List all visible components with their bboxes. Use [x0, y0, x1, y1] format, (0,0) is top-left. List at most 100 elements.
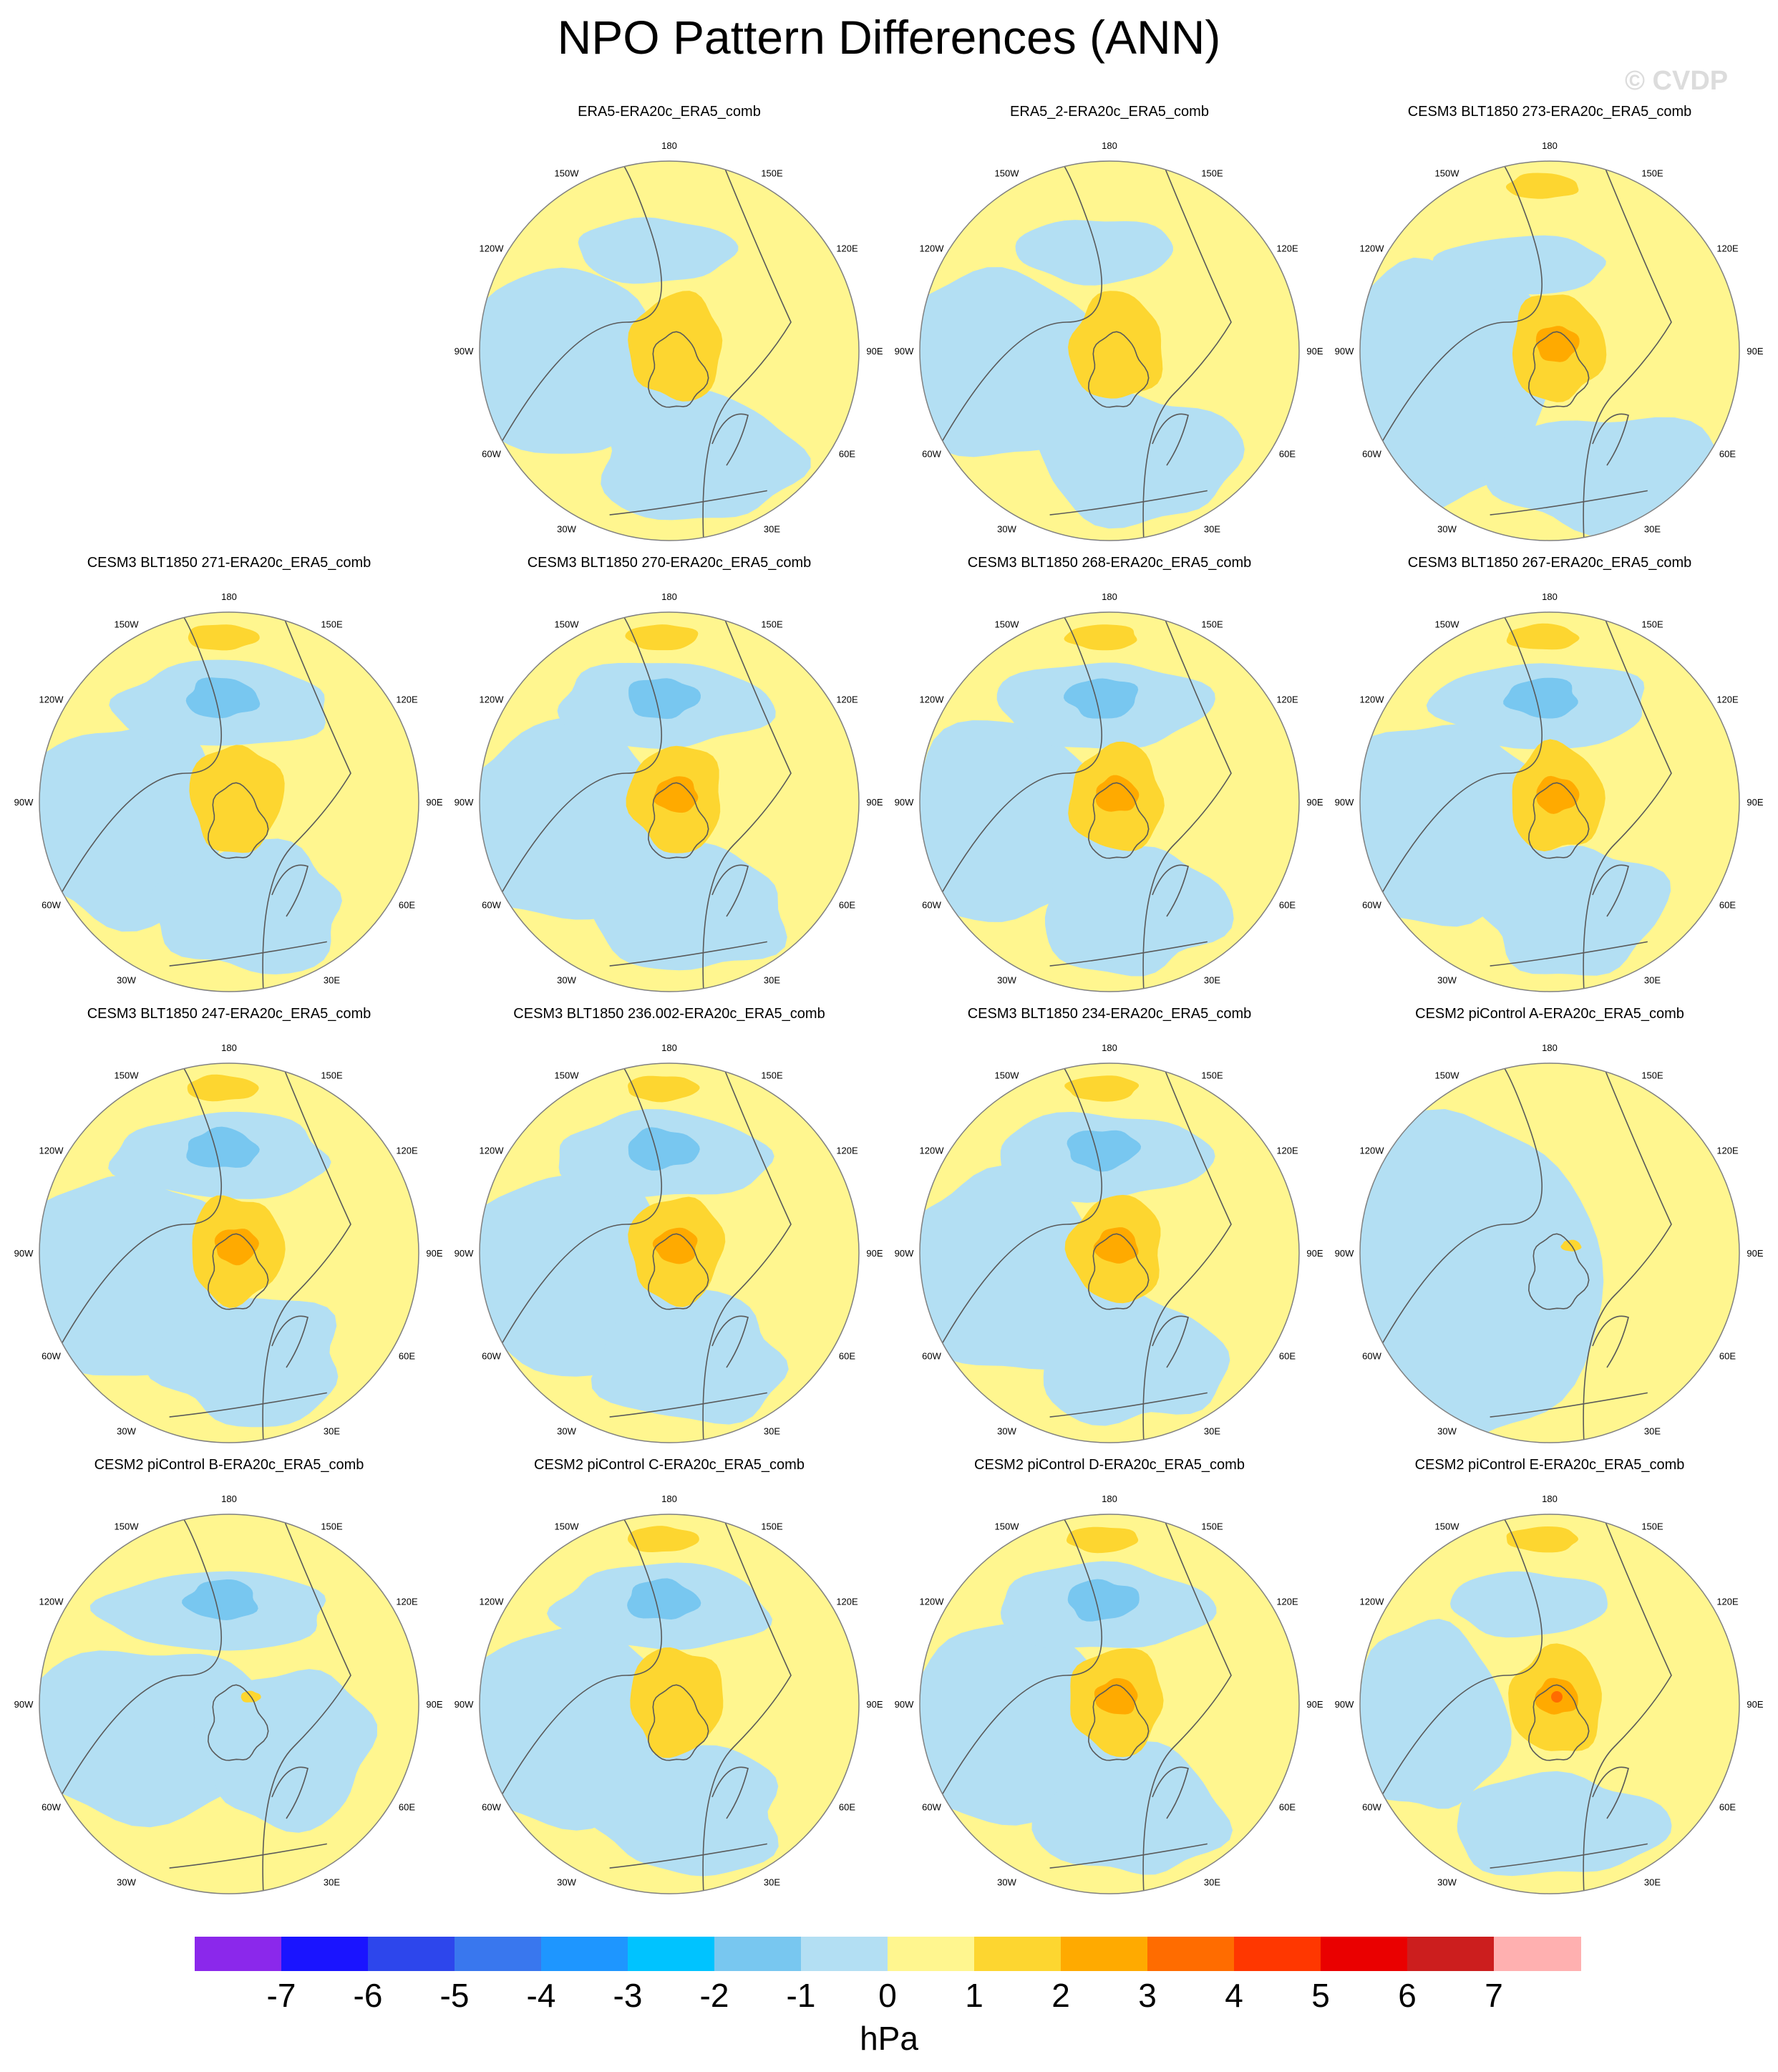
longitude-label: 90W — [455, 1248, 474, 1259]
colorbar-tick-label: -5 — [439, 1977, 470, 2014]
coastline — [702, 161, 792, 541]
arctic-high-core — [214, 1229, 259, 1266]
longitude-label: 120E — [1716, 243, 1739, 254]
coastline — [1490, 490, 1648, 515]
longitude-label: 120E — [1276, 694, 1298, 705]
longitude-label: 60E — [1279, 449, 1296, 460]
colorbar-tick-label: -1 — [786, 1977, 816, 2014]
longitude-label: 180 — [1102, 1494, 1117, 1504]
map-boundary — [479, 1062, 860, 1443]
pacific-high-region — [627, 1526, 699, 1552]
negative-anomaly-region — [480, 1175, 667, 1377]
longitude-label: 90W — [895, 346, 914, 357]
longitude-label: 30E — [1644, 524, 1661, 535]
longitude-label: 150E — [761, 619, 783, 630]
map-boundary — [39, 1514, 419, 1894]
map-panel: CESM2 piControl E-ERA20c_ERA5_comb 180 150… — [1328, 1457, 1772, 1901]
longitude-label: 30W — [557, 1877, 576, 1888]
map-boundary — [479, 160, 860, 541]
map-panel: CESM3 BLT1850 270-ERA20c_ERA5_comb 180 150… — [447, 555, 891, 999]
pacific-high-region — [1506, 623, 1580, 650]
coastline — [1376, 161, 1543, 451]
coastline — [711, 1766, 749, 1819]
colorbar-swatch — [974, 1937, 1062, 1971]
panel-title: CESM3 BLT1850 271-ERA20c_ERA5_comb — [87, 555, 371, 571]
coastline — [271, 1766, 309, 1819]
longitude-label: 30E — [764, 975, 780, 986]
longitude-label: 60W — [42, 1351, 61, 1362]
longitude-label: 180 — [1102, 1042, 1117, 1053]
coastline — [207, 1233, 269, 1310]
longitude-label: 30E — [764, 1877, 780, 1888]
longitude-label: 150W — [555, 1521, 580, 1532]
longitude-label: 30E — [1644, 1426, 1661, 1437]
coastline — [711, 413, 749, 466]
longitude-label: 150E — [1641, 168, 1663, 179]
colorbar-tick-label: -3 — [613, 1977, 643, 2014]
coastline — [496, 612, 662, 902]
polar-map: 180150E120E90E60E30E030W60W90W120W150W — [14, 1494, 443, 1894]
polar-map: 180150E120E90E60E30E030W60W90W120W150W — [895, 140, 1323, 541]
longitude-label: 180 — [221, 1494, 237, 1504]
map-panel: CESM3 BLT1850 234-ERA20c_ERA5_comb 180 150… — [888, 1006, 1331, 1450]
negative-anomaly-region — [592, 840, 787, 971]
coastline — [936, 1514, 1102, 1804]
longitude-label: 120W — [480, 1597, 505, 1607]
arctic-high-peak — [1551, 1691, 1563, 1703]
arctic-high-region — [1068, 291, 1163, 399]
map-panel: CESM3 BLT1850 268-ERA20c_ERA5_comb 180 150… — [888, 555, 1331, 999]
coastline — [1087, 1233, 1150, 1310]
longitude-label: 180 — [661, 591, 677, 602]
panel-title: CESM3 BLT1850 234-ERA20c_ERA5_comb — [967, 1006, 1252, 1022]
colorbar-swatch — [281, 1937, 369, 1971]
longitude-label: 120E — [836, 1146, 858, 1156]
negative-anomaly-region — [1450, 1571, 1608, 1638]
longitude-label: 60E — [399, 1351, 415, 1362]
map-panel: ERA5-ERA20c_ERA5_comb 180 150E 120E 90E 60E 30… — [447, 104, 891, 548]
arctic-high-core — [1535, 326, 1580, 362]
panel-title: CESM2 piControl E-ERA20c_ERA5_comb — [1414, 1457, 1685, 1473]
coastline — [496, 1063, 662, 1353]
coastline — [647, 331, 709, 408]
coastline — [1049, 490, 1208, 515]
map-boundary — [919, 160, 1300, 541]
arctic-high-core — [654, 776, 699, 813]
longitude-label: 120E — [1276, 243, 1298, 254]
longitude-label: 150E — [321, 1521, 343, 1532]
arctic-high-region — [628, 291, 723, 402]
colorbar-swatch — [368, 1937, 455, 1971]
longitude-label: 90E — [426, 797, 442, 808]
coastline — [647, 782, 709, 859]
arctic-high-core — [1536, 775, 1580, 814]
panel-title: ERA5-ERA20c_ERA5_comb — [578, 104, 761, 120]
longitude-label: 30E — [1644, 975, 1661, 986]
longitude-label: 150E — [1201, 1521, 1223, 1532]
colorbar-swatch — [1407, 1937, 1495, 1971]
longitude-label: 90W — [14, 1699, 34, 1710]
pacific-high-region — [187, 1074, 259, 1102]
coastline — [169, 1392, 327, 1418]
coastline — [1142, 1514, 1232, 1894]
arctic-high-core — [652, 1227, 698, 1264]
polar-map: 180150E120E90E60E30E030W60W90W120W150W — [1335, 1042, 1764, 1443]
longitude-label: 60W — [1362, 1351, 1381, 1362]
longitude-label: 30W — [997, 975, 1016, 986]
map-panel: CESM2 piControl A-ERA20c_ERA5_comb 180 150… — [1328, 1006, 1772, 1450]
pacific-high-region — [1067, 1526, 1139, 1554]
pacific-low-core — [185, 677, 261, 719]
coastline — [1490, 1392, 1648, 1418]
colorbar-swatch — [888, 1937, 975, 1971]
pacific-low-core — [186, 1126, 260, 1168]
longitude-label: 180 — [661, 140, 677, 151]
coastline — [1087, 331, 1150, 408]
coastline — [1152, 1315, 1189, 1368]
longitude-label: 30W — [1437, 524, 1457, 535]
colorbar-tick-label: 4 — [1225, 1977, 1243, 2014]
longitude-label: 60E — [399, 1802, 415, 1813]
coastline — [1490, 941, 1648, 967]
longitude-label: 30E — [1204, 1877, 1220, 1888]
longitude-label: 30E — [1204, 975, 1220, 986]
coastline — [1049, 941, 1208, 967]
coastline — [1583, 161, 1672, 541]
negative-anomaly-region — [1360, 1619, 1512, 1809]
